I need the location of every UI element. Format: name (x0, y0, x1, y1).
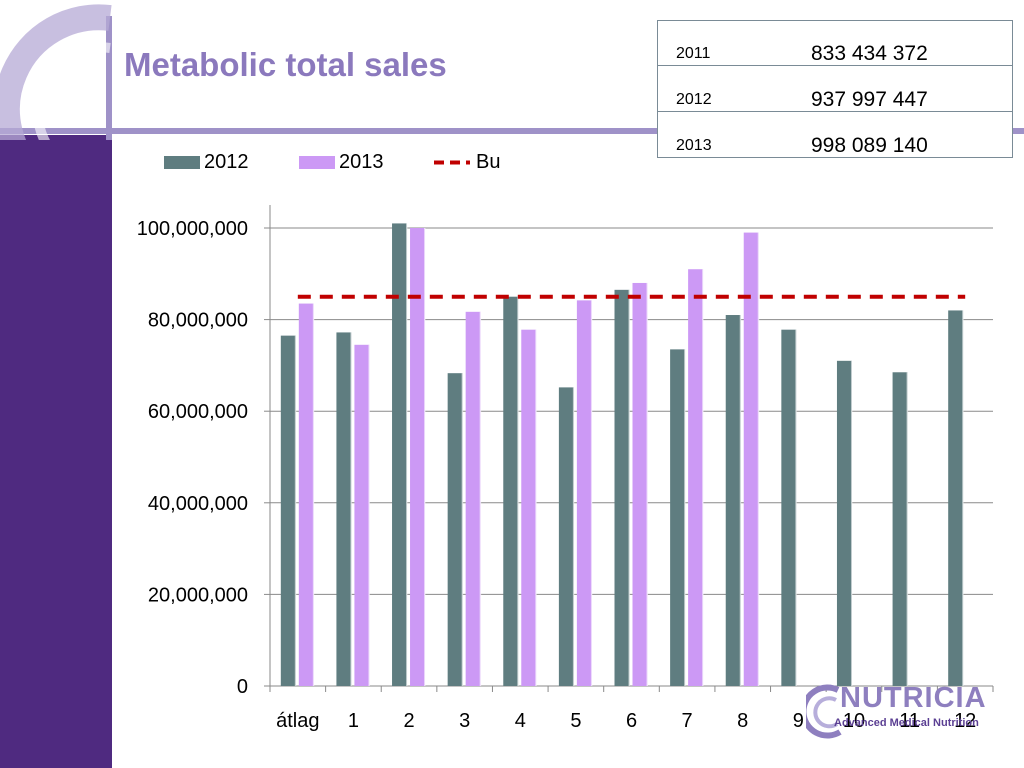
y-tick-label: 100,000,000 (137, 218, 248, 240)
bar-2012-highlight (684, 349, 686, 686)
legend-label: 2013 (339, 150, 384, 173)
y-tick-label: 20,000,000 (148, 584, 248, 606)
bar-2012 (892, 372, 908, 686)
legend-item-2012: 2012 (164, 148, 249, 176)
legend-label: Bu (476, 150, 501, 173)
legend-swatch (164, 155, 200, 169)
bar-2013-highlight (368, 344, 370, 686)
bar-2013-highlight (479, 311, 482, 686)
bar-2012-highlight (461, 373, 464, 686)
bar-2012 (614, 289, 630, 686)
bar-2012-highlight (628, 289, 630, 686)
y-tick-label: 40,000,000 (148, 493, 248, 515)
y-tick-label: 80,000,000 (148, 310, 248, 332)
bar-2012-highlight (795, 329, 797, 686)
x-tick-label: átlag (276, 710, 319, 732)
legend-dash-swatch (434, 160, 470, 164)
x-tick-label: 4 (515, 710, 526, 732)
bar-2012 (670, 349, 686, 686)
bar-2012 (392, 223, 408, 687)
nutricia-swirl-icon (806, 684, 842, 739)
bar-2012-highlight (739, 315, 742, 686)
legend-item-2013: 2013 (299, 148, 384, 176)
bar-2013 (743, 232, 759, 686)
logo-tagline: Advanced Medical Nutrition (834, 717, 979, 729)
legend-label: 2012 (204, 150, 249, 173)
bar-2013-highlight (757, 232, 760, 686)
logo-wordmark: NUTRICIA (840, 682, 987, 714)
bar-2012 (336, 332, 352, 686)
total-cell: 833 434 372 (811, 42, 928, 65)
bar-2012-highlight (906, 372, 909, 686)
legend-item-bu: Bu (432, 148, 500, 176)
total-cell: 937 997 447 (811, 88, 928, 111)
y-tick-label: 0 (237, 676, 248, 698)
bar-2012 (781, 329, 797, 686)
bar-2012 (447, 373, 463, 686)
y-tick-label: 60,000,000 (148, 401, 248, 423)
x-tick-label: 8 (737, 710, 748, 732)
x-tick-label: 3 (459, 710, 470, 732)
bar-2013 (410, 228, 426, 686)
bar-2012-highlight (572, 387, 575, 686)
bar-2013 (298, 303, 314, 686)
x-tick-label: 5 (570, 710, 581, 732)
bar-2013 (576, 300, 592, 686)
legend-swatch (299, 155, 335, 169)
bar-2013-highlight (590, 300, 593, 686)
bar-2013-highlight (702, 269, 704, 686)
bar-2013 (521, 329, 537, 686)
bar-2013-highlight (312, 303, 315, 686)
bar-2012 (836, 360, 852, 686)
bar-2013-highlight (646, 282, 648, 686)
x-tick-label: 10 (843, 710, 865, 732)
x-tick-label: 1 (348, 710, 359, 732)
bar-2012-highlight (406, 223, 408, 687)
bar-2012 (503, 296, 519, 686)
bar-2013 (465, 311, 481, 686)
bar-2012-highlight (962, 310, 964, 686)
bar-2013-highlight (535, 329, 537, 686)
x-tick-label: 2 (403, 710, 414, 732)
left-purple-band (0, 135, 112, 768)
bar-2012 (558, 387, 574, 686)
year-cell: 2011 (676, 45, 711, 62)
bar-2012-highlight (850, 360, 853, 686)
table-row: 2013 998 089 140 (658, 113, 1012, 158)
nutricia-logo: NUTRICIA Advanced Medical Nutrition (806, 682, 986, 740)
bar-2012 (948, 310, 964, 686)
slide-title: Metabolic total sales (124, 46, 447, 83)
bar-2012 (725, 315, 741, 686)
yearly-totals-table: 2011 833 434 372 2012 937 997 447 2013 9… (657, 20, 1013, 158)
x-tick-label: 7 (682, 710, 693, 732)
table-row: 2012 937 997 447 (658, 67, 1012, 112)
bar-2013 (354, 344, 370, 686)
bar-2012-highlight (294, 335, 297, 686)
table-row: 2011 833 434 372 (658, 21, 1012, 66)
bar-2013 (632, 282, 648, 686)
bar-2012-highlight (350, 332, 352, 686)
year-cell: 2012 (676, 91, 712, 108)
decorative-arc-graphic (0, 4, 1024, 140)
bar-2013-highlight (424, 228, 426, 686)
bar-2013 (688, 269, 704, 686)
x-tick-label: 9 (793, 710, 804, 732)
x-tick-label: 6 (626, 710, 637, 732)
x-tick-label: 12 (954, 710, 976, 732)
x-tick-label: 11 (899, 710, 920, 732)
total-cell: 998 089 140 (811, 134, 928, 157)
bar-2012 (280, 335, 296, 686)
bar-2012-highlight (517, 296, 519, 686)
year-cell: 2013 (676, 137, 712, 154)
